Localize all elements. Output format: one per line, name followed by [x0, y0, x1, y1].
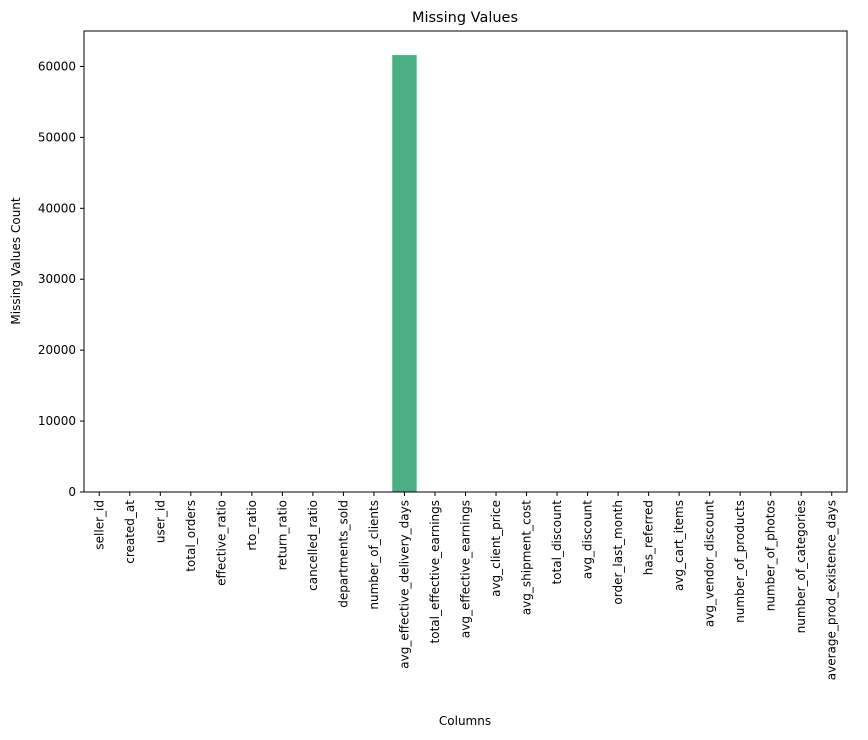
- x-tick-label-number-of-clients: number_of_clients: [367, 500, 381, 610]
- x-tick-label-avg-cart-items: avg_cart_items: [672, 500, 686, 591]
- x-tick-label-order-last-month: order_last_month: [611, 500, 625, 605]
- x-tick-label-departments-sold: departments_sold: [336, 500, 350, 608]
- x-tick-label-avg-effective-earnings: avg_effective_earnings: [459, 500, 473, 638]
- bar-avg-effective-delivery-days: [392, 55, 417, 493]
- y-axis: 0 10000 20000 30000 40000 50000 60000: [38, 59, 84, 499]
- y-axis-label: Missing Values Count: [9, 197, 23, 325]
- x-tick-label-created-at: created_at: [123, 500, 137, 564]
- y-tick-label: 0: [68, 485, 76, 499]
- x-tick-label-number-of-products: number_of_products: [733, 500, 747, 623]
- x-axis: seller_id created_at user_id total_orders ef…: [92, 492, 839, 680]
- y-tick-label: 20000: [38, 343, 76, 357]
- bars-group: [392, 55, 417, 493]
- chart-title: Missing Values: [412, 10, 518, 26]
- x-tick-label-average-prod-existence-days: average_prod_existence_days: [825, 500, 839, 680]
- x-tick-label-avg-vendor-discount: avg_vendor_discount: [703, 500, 717, 627]
- x-tick-label-avg-client-price: avg_client_price: [489, 500, 503, 597]
- y-tick-label: 40000: [38, 201, 76, 215]
- x-tick-label-total-effective-earnings: total_effective_earnings: [428, 500, 442, 643]
- x-tick-label-return-ratio: return_ratio: [275, 500, 289, 570]
- x-axis-label: Columns: [439, 714, 491, 728]
- x-tick-label-avg-discount: avg_discount: [581, 500, 595, 579]
- x-tick-label-number-of-photos: number_of_photos: [764, 500, 778, 611]
- x-tick-label-rto-ratio: rto_ratio: [245, 500, 259, 551]
- x-tick-label-total-discount: total_discount: [550, 500, 564, 585]
- y-tick-label: 10000: [38, 414, 76, 428]
- x-tick-label-effective-ratio: effective_ratio: [214, 500, 228, 586]
- x-tick-label-cancelled-ratio: cancelled_ratio: [306, 500, 320, 591]
- x-tick-label-seller-id: seller_id: [92, 500, 106, 550]
- y-tick-label: 50000: [38, 130, 76, 144]
- x-tick-label-has-referred: has_referred: [642, 500, 656, 575]
- x-tick-label-user-id: user_id: [153, 500, 167, 543]
- y-tick-label: 30000: [38, 272, 76, 286]
- plot-frame: [83, 30, 848, 493]
- x-tick-label-total-orders: total_orders: [184, 500, 198, 572]
- x-tick-label-avg-effective-delivery-days: avg_effective_delivery_days: [397, 500, 411, 669]
- y-tick-label: 60000: [38, 59, 76, 73]
- x-tick-label-avg-shipment-cost: avg_shipment_cost: [520, 500, 534, 615]
- x-tick-label-number-of-categories: number_of_categories: [794, 500, 808, 633]
